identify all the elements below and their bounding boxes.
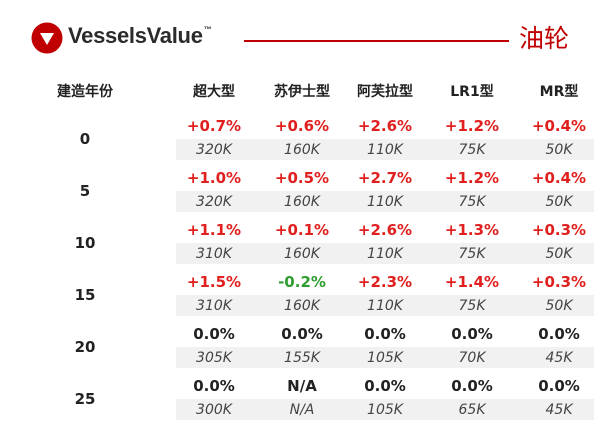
change-percent: 0.0%	[538, 377, 580, 395]
column-header: 超大型	[193, 84, 235, 100]
age-label: 0	[79, 130, 91, 148]
age-label: 5	[79, 182, 91, 200]
row-band	[176, 139, 594, 160]
change-percent: +0.3%	[531, 273, 587, 291]
change-percent: +0.6%	[274, 117, 330, 135]
change-percent: +1.0%	[186, 169, 242, 187]
change-percent: +1.5%	[186, 273, 242, 291]
change-percent: +0.1%	[274, 221, 330, 239]
vessel-value: 75K	[458, 246, 486, 262]
brand-name-text: VesselsValue	[68, 23, 203, 48]
vessel-value: 300K	[196, 402, 232, 418]
vessel-value: 110K	[367, 246, 403, 262]
column-header: MR型	[539, 84, 579, 100]
vessel-value: 50K	[545, 142, 573, 158]
change-percent: +2.6%	[357, 117, 413, 135]
row-header-label: 建造年份	[57, 84, 113, 100]
vessel-value: 75K	[458, 298, 486, 314]
vessel-value: 160K	[284, 142, 320, 158]
change-percent: +2.3%	[357, 273, 413, 291]
change-percent: 0.0%	[193, 325, 235, 343]
vessel-value: 320K	[196, 194, 232, 210]
header: VesselsValue™ 油轮	[0, 0, 600, 62]
change-percent: +1.1%	[186, 221, 242, 239]
vessel-value: 70K	[458, 350, 486, 366]
change-percent: +0.4%	[531, 169, 587, 187]
vessel-value: 305K	[196, 350, 232, 366]
row-band	[176, 399, 594, 420]
vessel-value: 310K	[196, 246, 232, 262]
vessel-value: 160K	[284, 298, 320, 314]
row-band	[176, 243, 594, 264]
vessel-value: 310K	[196, 298, 232, 314]
header-divider	[244, 40, 509, 42]
vessel-value: 160K	[284, 194, 320, 210]
vessel-value: 50K	[545, 194, 573, 210]
change-percent: +1.3%	[444, 221, 500, 239]
age-label: 20	[74, 338, 96, 356]
column-header: 苏伊士型	[274, 84, 330, 100]
age-label: 15	[74, 286, 96, 304]
vessel-value: N/A	[289, 402, 315, 418]
change-percent: +0.3%	[531, 221, 587, 239]
vessel-value: 160K	[284, 246, 320, 262]
brand-name: VesselsValue™	[68, 23, 212, 49]
change-percent: +1.4%	[444, 273, 500, 291]
age-label: 10	[74, 234, 96, 252]
change-percent: 0.0%	[364, 325, 406, 343]
row-band	[176, 295, 594, 316]
vessel-value: 105K	[367, 402, 403, 418]
change-percent: +0.5%	[274, 169, 330, 187]
vessel-value: 45K	[545, 350, 573, 366]
page-title: 油轮	[519, 24, 570, 53]
change-percent: +1.2%	[444, 117, 500, 135]
vessel-value: 75K	[458, 194, 486, 210]
change-percent: 0.0%	[451, 377, 493, 395]
vessel-value: 110K	[367, 194, 403, 210]
change-percent: N/A	[287, 377, 317, 395]
change-percent: +2.6%	[357, 221, 413, 239]
change-percent: +0.4%	[531, 117, 587, 135]
vessel-value: 155K	[284, 350, 320, 366]
change-percent: +1.2%	[444, 169, 500, 187]
vessel-value: 75K	[458, 142, 486, 158]
trademark-mark: ™	[203, 25, 212, 34]
vessel-value: 105K	[367, 350, 403, 366]
change-percent: 0.0%	[538, 325, 580, 343]
row-band	[176, 191, 594, 212]
row-band	[176, 347, 594, 368]
vesselsvalue-logo-icon	[31, 22, 63, 54]
change-percent: -0.2%	[278, 273, 326, 291]
vessel-value: 50K	[545, 298, 573, 314]
change-percent: 0.0%	[281, 325, 323, 343]
column-header: 阿芙拉型	[357, 84, 413, 100]
vessel-value: 110K	[367, 298, 403, 314]
vessel-value: 320K	[196, 142, 232, 158]
change-percent: +0.7%	[186, 117, 242, 135]
vessel-value: 50K	[545, 246, 573, 262]
vessel-value: 45K	[545, 402, 573, 418]
vessel-value: 65K	[458, 402, 486, 418]
change-percent: 0.0%	[193, 377, 235, 395]
change-percent: 0.0%	[364, 377, 406, 395]
vessel-value: 110K	[367, 142, 403, 158]
change-percent: 0.0%	[451, 325, 493, 343]
age-label: 25	[74, 390, 96, 408]
change-percent: +2.7%	[357, 169, 413, 187]
column-header: LR1型	[450, 84, 494, 100]
